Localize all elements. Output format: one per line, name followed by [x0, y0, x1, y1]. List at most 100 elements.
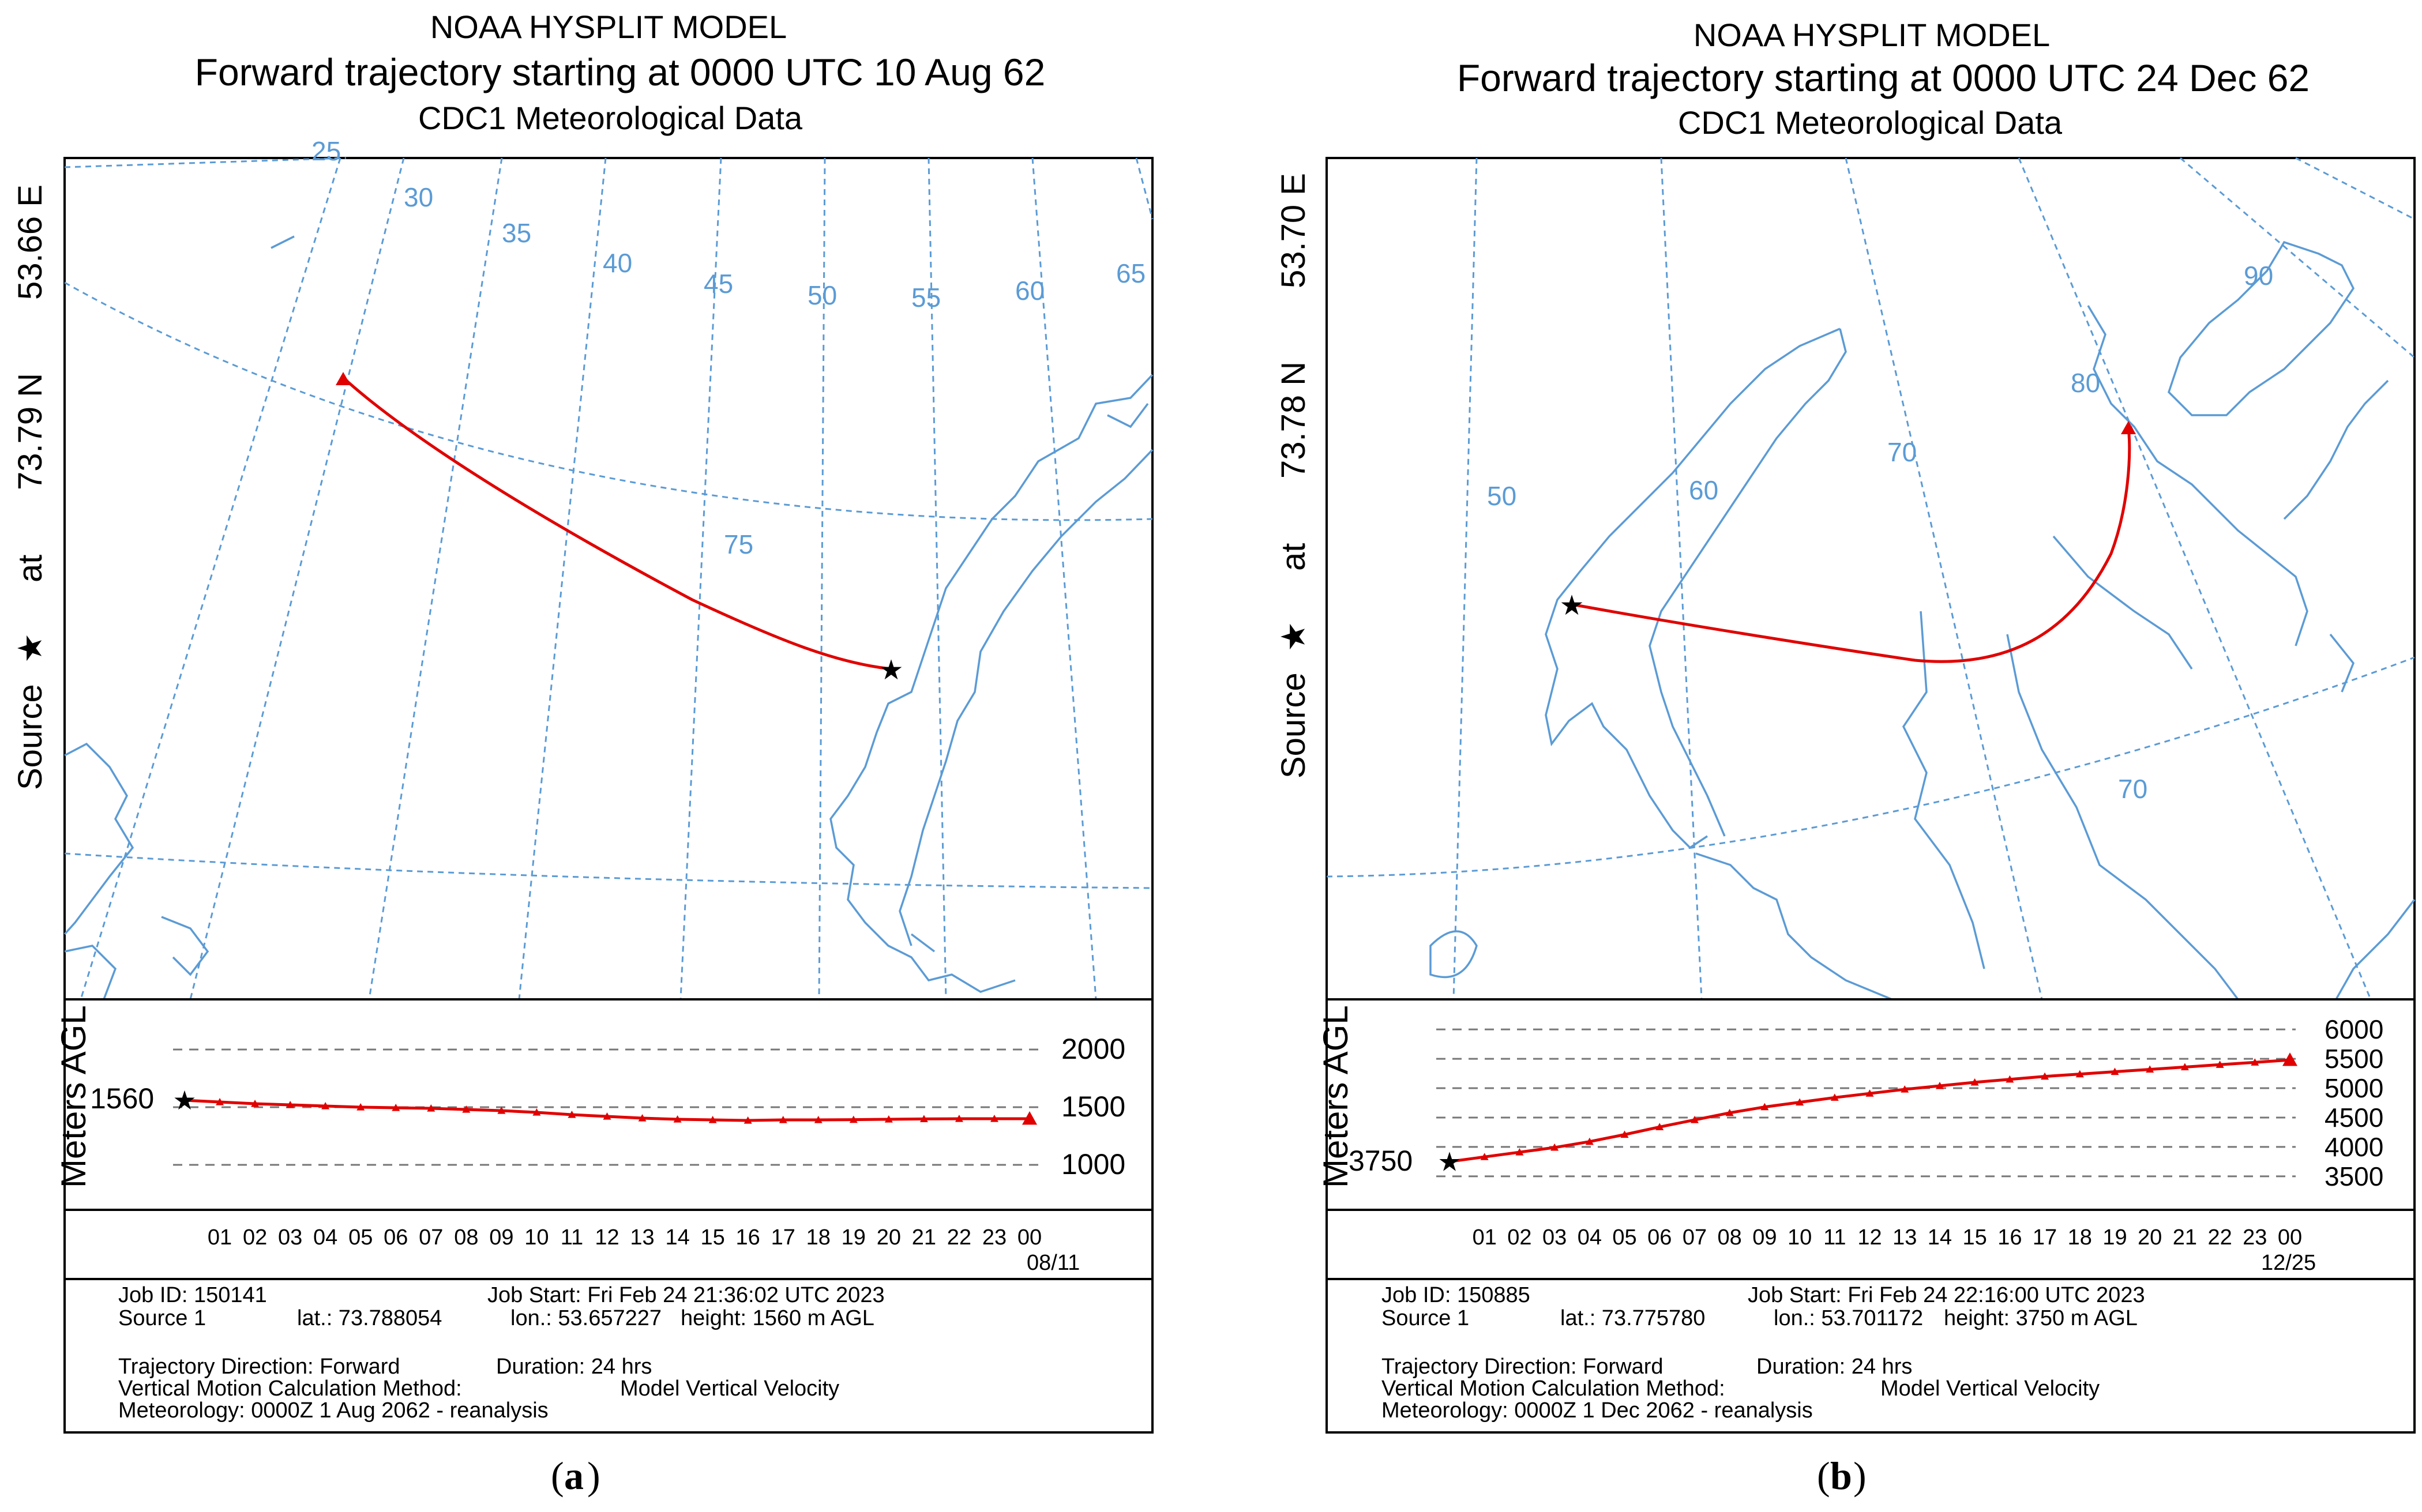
time-tick: 01: [208, 1225, 232, 1250]
time-tick: 00: [1017, 1225, 1042, 1250]
panel-letter: a: [564, 1454, 584, 1498]
height-tick: 4000: [2325, 1132, 2383, 1162]
info-lat: lat.: 73.775780: [1560, 1306, 1705, 1330]
panel-b-title: NOAA HYSPLIT MODEL: [1693, 17, 2050, 53]
info-meteorology: Meteorology: 0000Z 1 Dec 2062 - reanalys…: [1381, 1398, 1813, 1423]
time-tick: 23: [982, 1225, 1007, 1250]
source-label-part: Source: [12, 684, 49, 790]
time-tick: 01: [1473, 1225, 1497, 1250]
time-tick: 09: [489, 1225, 513, 1250]
height-point-marker: [392, 1104, 400, 1111]
time-tick: 17: [2033, 1225, 2057, 1250]
height-point-marker: [919, 1115, 928, 1122]
height-point-marker: [673, 1115, 682, 1123]
info-vmethod-value: Model Vertical Velocity: [1880, 1376, 2100, 1401]
height-start-star: ★: [1437, 1146, 1461, 1176]
panel-a: NOAA HYSPLIT MODEL Forward trajectory st…: [12, 9, 1154, 1498]
time-tick: 06: [1647, 1225, 1672, 1250]
info-direction: Trajectory Direction: Forward: [1381, 1355, 1664, 1379]
panel-a-trajectory-path: [342, 377, 892, 671]
height-tick: 4500: [2325, 1103, 2383, 1133]
height-tick: 5500: [2325, 1044, 2383, 1074]
height-point-marker: [1022, 1111, 1037, 1125]
height-point-marker: [744, 1116, 752, 1124]
info-job-id: Job ID: 150141: [118, 1283, 267, 1307]
height-point-marker: [2075, 1070, 2084, 1078]
height-point-marker: [1725, 1108, 1734, 1116]
height-point-marker: [708, 1116, 717, 1123]
time-tick: 03: [1542, 1225, 1567, 1250]
height-point-marker: [568, 1111, 576, 1118]
panel-letter-open: (: [551, 1454, 564, 1498]
time-tick: 00: [2278, 1225, 2302, 1250]
time-tick: 16: [736, 1225, 760, 1250]
source-label-part: ★: [1275, 622, 1312, 652]
source-label-part: 73.78 N: [1275, 362, 1312, 479]
height-tick: 3500: [2325, 1161, 2383, 1191]
lon-label: 40: [603, 248, 632, 278]
lon-label: 60: [1689, 475, 1718, 505]
panel-a-height-ticks: 2000 1500 1000: [1061, 1033, 1125, 1180]
height-point-marker: [427, 1104, 435, 1112]
height-point-marker: [1760, 1103, 1769, 1111]
height-point-marker: [462, 1105, 471, 1113]
info-source: Source 1: [1381, 1306, 1469, 1330]
info-lon: lon.: 53.657227: [510, 1306, 662, 1330]
time-tick: 05: [348, 1225, 373, 1250]
time-tick: 08: [1718, 1225, 1742, 1250]
time-tick: 08: [454, 1225, 478, 1250]
lat-label: 70: [2118, 774, 2147, 804]
panel-b-start-height: 3750: [1349, 1145, 1413, 1177]
panel-b-data-source: CDC1 Meteorological Data: [1678, 104, 2063, 141]
height-tick: 1000: [1061, 1148, 1125, 1180]
height-point-marker: [2006, 1075, 2014, 1083]
lon-label: 50: [808, 280, 837, 310]
panel-b-height-ticks: 6000 5500 5000 4500 4000 3500: [2325, 1014, 2383, 1191]
height-point-marker: [286, 1101, 295, 1108]
lon-label: 35: [502, 218, 531, 248]
height-point-marker: [1690, 1116, 1699, 1123]
height-point-marker: [1515, 1148, 1524, 1156]
time-tick: 06: [384, 1225, 408, 1250]
time-tick: 04: [313, 1225, 337, 1250]
info-height: height: 3750 m AGL: [1944, 1306, 2138, 1330]
info-duration: Duration: 24 hrs: [496, 1355, 652, 1379]
source-label-part: 53.70 E: [1275, 173, 1312, 288]
panel-a-info: Job ID: 150141 Job Start: Fri Feb 24 21:…: [118, 1283, 885, 1423]
height-point-marker: [884, 1115, 893, 1123]
panel-a-start-height: 1560: [90, 1082, 154, 1115]
time-tick: 02: [243, 1225, 267, 1250]
height-point-marker: [1830, 1093, 1839, 1101]
panel-a-height-grid: [173, 1048, 1038, 1166]
info-job-id: Job ID: 150885: [1381, 1283, 1530, 1307]
panel-b-info: Job ID: 150885 Job Start: Fri Feb 24 22:…: [1381, 1283, 2145, 1423]
time-tick: 15: [700, 1225, 724, 1250]
height-point-marker: [2180, 1063, 2189, 1070]
info-source: Source 1: [118, 1306, 206, 1330]
height-point-marker: [321, 1102, 330, 1109]
height-point-marker: [1796, 1098, 1804, 1106]
time-tick: 21: [912, 1225, 936, 1250]
height-point-marker: [1935, 1081, 1944, 1089]
panel-a-coastlines: [63, 235, 1154, 1000]
time-tick: 17: [771, 1225, 795, 1250]
info-job-start: Job Start: Fri Feb 24 21:36:02 UTC 2023: [487, 1283, 885, 1307]
lon-label: 25: [311, 136, 341, 166]
source-label-part: at: [1275, 543, 1312, 571]
height-point-marker: [638, 1114, 647, 1122]
panel-letter-close: ): [1853, 1454, 1867, 1498]
panel-b-lon-labels: 50 60 70 80 90 70: [1487, 261, 2273, 804]
height-point-marker: [814, 1116, 823, 1123]
info-height: height: 1560 m AGL: [681, 1306, 874, 1330]
panel-b-info-frame: [1325, 1278, 2416, 1434]
height-point-marker: [1620, 1130, 1629, 1138]
time-tick: 05: [1612, 1225, 1636, 1250]
time-tick: 10: [1788, 1225, 1812, 1250]
height-point-marker: [1865, 1089, 1874, 1097]
source-label-part: at: [12, 555, 49, 582]
panel-b-trajectory-path: [1571, 426, 2131, 663]
time-tick: 14: [1928, 1225, 1952, 1250]
panel-a-trajectory-end-marker: [336, 372, 351, 385]
height-point-marker: [990, 1115, 998, 1122]
